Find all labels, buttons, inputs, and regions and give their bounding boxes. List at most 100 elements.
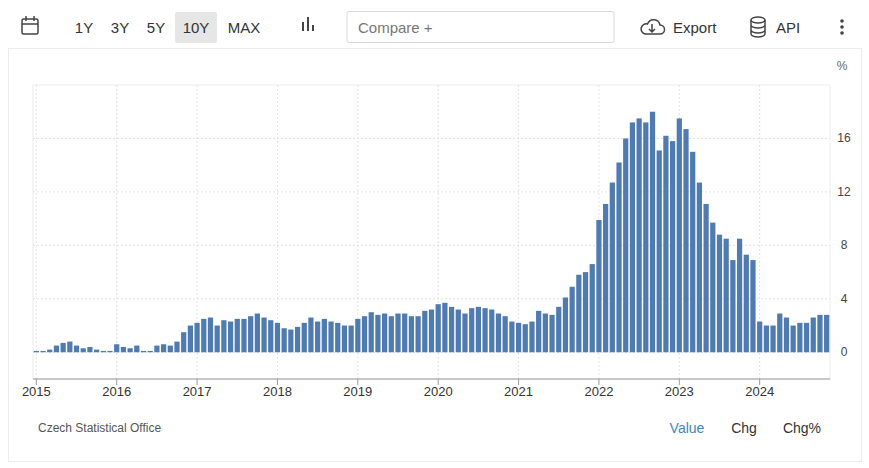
bar bbox=[476, 307, 481, 352]
chart-card bbox=[9, 49, 862, 462]
dot bbox=[840, 31, 844, 35]
bar bbox=[730, 260, 735, 352]
db-body bbox=[751, 20, 765, 37]
x-tick-label: 2022 bbox=[584, 384, 613, 399]
plot-frame bbox=[33, 85, 830, 379]
toolbar-bg bbox=[10, 6, 860, 48]
y-grid-line bbox=[33, 191, 830, 192]
calendar-icon[interactable] bbox=[22, 16, 38, 34]
bar bbox=[784, 318, 789, 353]
bar bbox=[603, 204, 608, 352]
bar bbox=[241, 319, 246, 352]
bar bbox=[590, 264, 595, 352]
bar bbox=[369, 312, 374, 352]
x-tick-label: 2018 bbox=[263, 384, 292, 399]
dot bbox=[840, 19, 844, 23]
compare-input[interactable]: Compare + bbox=[358, 19, 433, 36]
bar bbox=[402, 314, 407, 353]
range-button[interactable]: 5Y bbox=[147, 19, 165, 36]
bar bbox=[395, 314, 400, 353]
bar bbox=[148, 351, 153, 352]
footer-tab[interactable]: Chg bbox=[731, 420, 757, 436]
range-button[interactable]: 3Y bbox=[111, 19, 129, 36]
toolbar: 1Y 3Y 5Y 10Y MAX Compare + Export API bbox=[10, 6, 860, 48]
bar bbox=[248, 316, 253, 352]
bar bbox=[764, 326, 769, 353]
bar bbox=[121, 347, 126, 352]
bar bbox=[563, 297, 568, 352]
x-tick-label: 2024 bbox=[745, 384, 774, 399]
bar bbox=[516, 323, 521, 352]
bar bbox=[342, 326, 347, 353]
y-tick-label: 4 bbox=[841, 292, 848, 306]
bar bbox=[409, 316, 414, 352]
bar bbox=[34, 351, 39, 352]
bar bbox=[804, 323, 809, 352]
bar bbox=[415, 316, 420, 352]
bar bbox=[74, 346, 79, 353]
bar bbox=[737, 239, 742, 353]
x-tick-label: 2019 bbox=[343, 384, 372, 399]
bar bbox=[349, 326, 354, 353]
x-tick-label: 2021 bbox=[504, 384, 533, 399]
arrow bbox=[649, 24, 655, 32]
bar bbox=[141, 351, 146, 352]
bar bbox=[724, 239, 729, 353]
export-button[interactable]: Export bbox=[673, 19, 717, 36]
menu-icon[interactable] bbox=[840, 19, 844, 35]
bar bbox=[683, 129, 688, 352]
bar bbox=[616, 163, 621, 353]
x-grid-line bbox=[116, 85, 117, 379]
bar bbox=[67, 342, 72, 353]
icon-bar bbox=[302, 22, 304, 31]
chart-type-icon[interactable] bbox=[302, 17, 314, 31]
footer-tab[interactable]: Chg% bbox=[783, 420, 821, 436]
bar bbox=[429, 310, 434, 353]
x-tick-label: 2017 bbox=[183, 384, 212, 399]
api-icon[interactable] bbox=[751, 17, 765, 37]
calendar-frame bbox=[22, 19, 38, 34]
bar bbox=[47, 350, 52, 353]
compare-box[interactable] bbox=[347, 12, 614, 43]
y-tick-label: 8 bbox=[841, 238, 848, 252]
footer-tab[interactable]: Value bbox=[670, 420, 705, 436]
bar bbox=[489, 310, 494, 353]
bar bbox=[275, 323, 280, 352]
bar bbox=[215, 326, 220, 353]
icon-bar bbox=[312, 25, 314, 31]
bar bbox=[107, 351, 112, 352]
range-button[interactable]: 10Y bbox=[183, 19, 210, 36]
chart: 0481216%20152016201720182019202020212022… bbox=[22, 59, 851, 399]
range-button[interactable]: MAX bbox=[228, 19, 261, 36]
bar bbox=[375, 315, 380, 352]
x-grid-line bbox=[36, 85, 37, 379]
export-icon[interactable] bbox=[641, 20, 664, 34]
bar bbox=[154, 346, 159, 353]
bar bbox=[40, 351, 45, 352]
bar bbox=[221, 320, 226, 352]
api-button[interactable]: API bbox=[776, 19, 800, 36]
bar bbox=[623, 138, 628, 352]
bar bbox=[630, 122, 635, 352]
calendar-bar bbox=[22, 23, 38, 25]
bar bbox=[817, 315, 822, 352]
bar bbox=[462, 314, 467, 353]
bar bbox=[576, 275, 581, 353]
bar bbox=[703, 204, 708, 352]
bar bbox=[610, 183, 615, 353]
range-button[interactable]: 1Y bbox=[75, 19, 93, 36]
bar bbox=[194, 323, 199, 352]
bar bbox=[81, 348, 86, 352]
bar bbox=[670, 141, 675, 352]
page: 1Y3Y5Y10YMAXCompare +ExportAPI0481216%20… bbox=[0, 0, 869, 468]
bar bbox=[268, 320, 273, 352]
y-grid-line bbox=[33, 138, 830, 139]
bar bbox=[422, 311, 427, 352]
db-top bbox=[751, 17, 765, 23]
bar bbox=[650, 112, 655, 353]
bar bbox=[255, 314, 260, 353]
icon-bar bbox=[307, 17, 309, 31]
bar bbox=[382, 314, 387, 353]
x-tick-label: 2020 bbox=[424, 384, 453, 399]
bar bbox=[456, 310, 461, 353]
